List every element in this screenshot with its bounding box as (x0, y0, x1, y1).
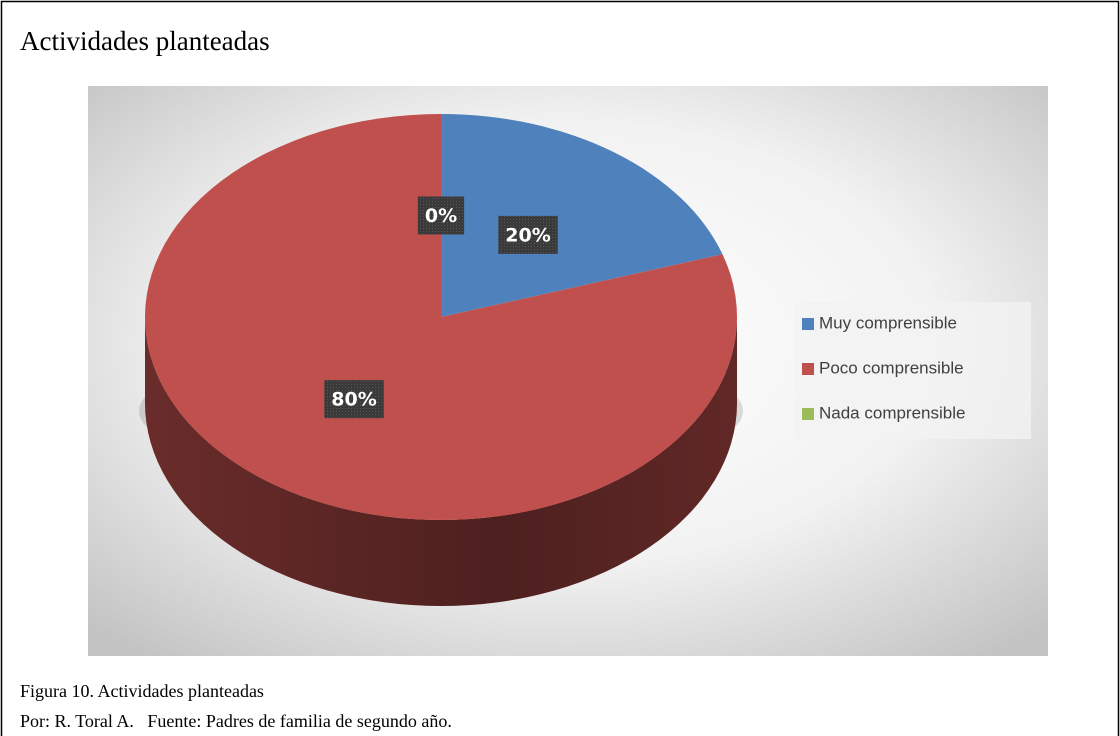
chart-title: Actividades planteadas (20, 26, 270, 56)
data-label: 80% (331, 389, 376, 411)
legend-label: Nada comprensible (819, 403, 965, 422)
data-label-box (498, 215, 558, 254)
legend-label: Poco comprensible (819, 358, 964, 377)
pie: 20% 80% 0% Muy comprensible Poco comprensibl… (139, 114, 1031, 606)
legend-swatch (802, 318, 814, 330)
slice (441, 114, 723, 317)
legend-box (795, 302, 1031, 439)
data-label-box (417, 196, 465, 235)
caption-source: Por: R. Toral A. Fuente: Padres de famil… (20, 711, 452, 731)
caption-figure: Figura 10. Actividades planteadas (20, 681, 264, 701)
data-label: 20% (505, 224, 550, 246)
legend: Muy comprensible Poco comprensible Nada co… (795, 302, 1031, 439)
legend-label: Muy comprensible (819, 313, 957, 332)
data-label: 0% (425, 205, 457, 227)
slice-side-shade (145, 317, 737, 606)
legend-swatch (802, 408, 814, 420)
data-label-box (324, 380, 384, 419)
slice (145, 114, 737, 520)
legend-swatch (802, 363, 814, 375)
